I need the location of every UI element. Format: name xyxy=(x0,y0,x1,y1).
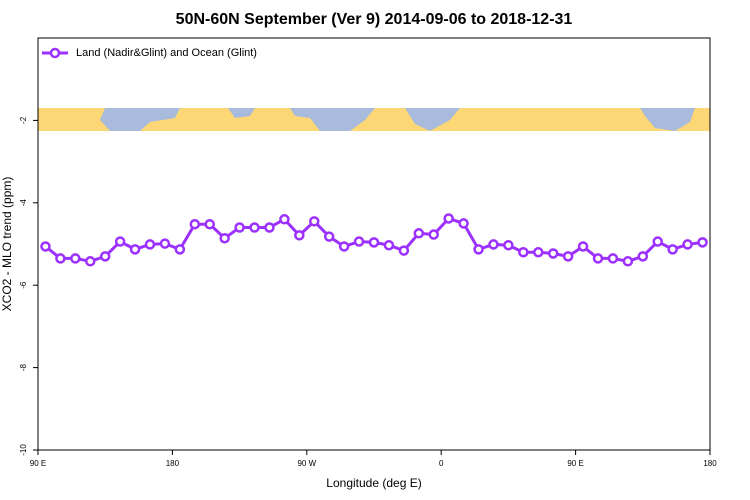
y-tick-label: -6 xyxy=(19,281,28,289)
data-point xyxy=(488,239,499,250)
data-point xyxy=(458,218,469,229)
data-point xyxy=(353,236,365,247)
plot-frame xyxy=(37,37,711,451)
data-point xyxy=(294,230,305,241)
data-point xyxy=(547,248,559,259)
data-point xyxy=(413,228,425,239)
data-point xyxy=(697,237,708,248)
data-point xyxy=(204,218,215,230)
data-point xyxy=(264,222,275,233)
data-point xyxy=(592,253,604,264)
data-point xyxy=(682,239,693,250)
legend-marker xyxy=(49,47,61,59)
data-point xyxy=(55,253,66,264)
data-point xyxy=(234,222,245,233)
data-point xyxy=(503,239,514,251)
data-point xyxy=(533,246,544,258)
data-point xyxy=(667,244,678,255)
x-tick-label: 90 E xyxy=(567,459,583,468)
data-point xyxy=(652,236,663,247)
data-point xyxy=(309,216,320,227)
x-tick-label: 90 E xyxy=(30,459,46,468)
x-axis-label: Longitude (deg E) xyxy=(326,476,421,490)
data-point xyxy=(473,244,484,255)
x-tick-label: 180 xyxy=(703,459,717,468)
data-point xyxy=(99,251,111,262)
data-point xyxy=(428,229,439,240)
y-tick-label: -8 xyxy=(19,363,28,371)
x-tick-label: 0 xyxy=(439,459,444,468)
data-point xyxy=(70,253,81,264)
y-tick-label: -10 xyxy=(19,444,28,456)
data-point xyxy=(383,239,395,251)
data-point xyxy=(189,218,201,230)
chart-title: 50N-60N September (Ver 9) 2014-09-06 to … xyxy=(176,11,573,28)
data-point xyxy=(249,222,260,233)
data-point xyxy=(219,232,230,244)
data-point xyxy=(338,241,350,252)
legend-label: Land (Nadir&Glint) and Ocean (Glint) xyxy=(76,47,257,59)
data-point xyxy=(622,256,634,267)
data-point xyxy=(114,236,126,247)
data-point xyxy=(85,256,96,267)
y-tick-label: -4 xyxy=(19,199,28,207)
data-point xyxy=(562,251,574,262)
data-point xyxy=(159,238,171,249)
data-point xyxy=(577,241,589,252)
data-point xyxy=(323,231,335,242)
x-tick-label: 90 W xyxy=(297,459,316,468)
data-point xyxy=(368,237,380,248)
data-point xyxy=(443,213,454,224)
data-point xyxy=(40,241,51,252)
data-point xyxy=(398,245,410,256)
data-point xyxy=(129,244,141,255)
y-tick-label: -2 xyxy=(19,116,28,124)
data-point xyxy=(279,214,290,225)
x-tick-label: 180 xyxy=(166,459,180,468)
y-axis-label: XCO2 - MLO trend (ppm) xyxy=(0,177,14,312)
data-point xyxy=(174,244,186,255)
map-band xyxy=(38,108,710,131)
data-point xyxy=(607,253,619,264)
data-point xyxy=(637,251,649,262)
data-point xyxy=(144,239,156,250)
data-point xyxy=(518,246,529,258)
